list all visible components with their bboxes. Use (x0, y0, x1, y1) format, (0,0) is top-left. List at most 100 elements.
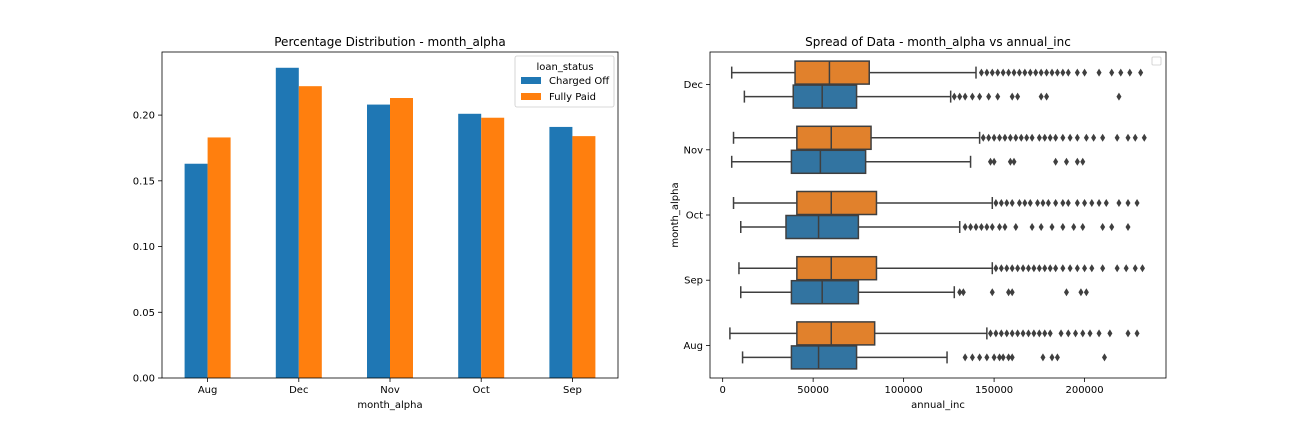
box-sep-1-outlier (989, 288, 995, 297)
box-oct-1-outlier (978, 223, 984, 231)
box-oct-0-outlier (1125, 199, 1131, 207)
box-dec-1-outlier (995, 92, 1001, 101)
box-nov-0-outlier (1036, 133, 1042, 142)
box-aug-1-outlier (969, 353, 975, 362)
box-oct-1-iqr (785, 214, 860, 240)
x-tick-label: 200000 (1065, 385, 1103, 396)
box-nov-0-outlier (1074, 133, 1080, 142)
bar-series-group (184, 67, 596, 379)
box-oct-0-outlier (998, 199, 1004, 207)
bar-charged-off-oct (458, 113, 482, 378)
y-tick-label: Oct (686, 211, 703, 222)
box-aug-0-outlier (1025, 329, 1031, 338)
box-sep-0-outlier (1009, 264, 1015, 273)
box-aug-1-outlier (977, 353, 983, 362)
box-aug-0-outlier (1134, 329, 1140, 338)
box-aug-0-outlier (1096, 329, 1102, 338)
box-dec-0-outlier (1022, 68, 1028, 77)
box-aug-0-outlier (1031, 329, 1037, 338)
bar-chart-x-label: month_alpha (357, 400, 422, 411)
box-sep-1-outlier (957, 288, 963, 297)
empty-legend-box (1151, 56, 1162, 66)
box-sep-0-outlier (1025, 264, 1031, 273)
box-aug-0-outlier (1042, 329, 1048, 338)
box-dec-1-outlier (969, 92, 975, 101)
x-tick-label: 0 (719, 385, 725, 396)
bar-chart-title: Percentage Distribution - month_alpha (274, 35, 506, 49)
box-dec-0-outlier (1127, 68, 1133, 77)
box-nov-0-iqr (796, 125, 872, 151)
box-oct-1-outlier (1071, 223, 1077, 231)
y-tick-label: 0.05 (133, 308, 155, 319)
box-dec-0-outlier (978, 68, 984, 77)
box-sep-1-outlier (1063, 288, 1069, 297)
box-nov-0-outlier (1091, 133, 1097, 142)
box-nov-0-outlier (986, 133, 992, 142)
bar-charged-off-aug (184, 163, 208, 378)
box-plot-y-label: month_alpha (670, 182, 681, 247)
box-aug-1-iqr (790, 345, 858, 370)
box-dec-0-outlier (1138, 68, 1144, 77)
box-sep-0-outlier (1114, 264, 1120, 273)
legend-label-charged-off: Charged Off (549, 76, 610, 87)
box-dec-0-outlier (1065, 68, 1071, 77)
box-plot-title: Spread of Data - month_alpha vs annual_i… (805, 35, 1071, 49)
box-aug-0-outlier (1087, 329, 1093, 338)
box-sep-0-outlier (1082, 264, 1088, 273)
box-oct-1-outlier (1013, 223, 1019, 231)
box-oct-0-iqr (796, 190, 878, 216)
box-oct-0-outlier (1082, 199, 1088, 207)
box-nov-0-outlier (1024, 133, 1030, 142)
box-sep-0-outlier (993, 264, 999, 273)
box-sep-0-outlier (1123, 264, 1129, 273)
box-dec-0-iqr (794, 60, 870, 85)
box-oct-0-outlier (1065, 199, 1071, 207)
box-sep-0-outlier (1067, 264, 1073, 273)
bar-fully-paid-dec (298, 86, 322, 378)
box-sep-1-outlier (1009, 288, 1015, 297)
box-nov-0-outlier (991, 133, 997, 142)
box-nov-0-outlier (1002, 133, 1008, 142)
box-aug-0-outlier (1065, 329, 1071, 338)
box-oct-0-outlier (1134, 199, 1140, 207)
legend-swatch-charged-off (521, 77, 541, 84)
box-oct-0-outlier (1022, 199, 1028, 207)
box-aug-0-iqr (796, 321, 876, 346)
box-sep-0-outlier (1047, 264, 1053, 273)
box-dec-1-outlier (1015, 92, 1021, 101)
box-aug-0-outlier (998, 329, 1004, 338)
bar-fully-paid-sep (572, 136, 596, 378)
y-axis-ticks: Dec Nov Oct Sep Aug (683, 80, 710, 352)
y-tick-label: Nov (683, 145, 703, 156)
box-oct-1-outlier (1038, 223, 1044, 231)
x-tick-label: 50000 (797, 385, 829, 396)
box-oct-1-outlier (1060, 223, 1066, 231)
box-oct-1-outlier (962, 223, 968, 231)
box-aug-1-outlier (997, 353, 1003, 362)
box-nov-0-outlier (1047, 133, 1053, 142)
box-dec-0-outlier (1033, 68, 1039, 77)
box-oct-0-outlier (1004, 199, 1010, 207)
box-oct-1-outlier (984, 223, 990, 231)
box-dec-0-outlier (1060, 68, 1066, 77)
box-nov-0-outlier (1013, 133, 1019, 142)
box-dec-0-outlier (1082, 68, 1088, 77)
x-axis-ticks: 0 50000 100000 150000 200000 (719, 378, 1104, 396)
box-sep-0-outlier (1015, 264, 1021, 273)
box-oct-0-outlier (1035, 199, 1041, 207)
box-sep-0-outlier (1100, 264, 1106, 273)
x-tick-label: 100000 (885, 385, 923, 396)
box-aug-0-outlier (987, 329, 993, 338)
box-aug-1-outlier (991, 353, 997, 362)
box-nov-0-outlier (1067, 133, 1073, 142)
box-nov-1-outlier (1080, 157, 1086, 166)
box-nov-1-outlier (1011, 157, 1017, 166)
box-nov-0-outlier (1060, 133, 1066, 142)
box-dec-0-outlier (1027, 68, 1033, 77)
box-oct-0-outlier (1116, 199, 1122, 207)
box-aug-0-outlier (1058, 329, 1064, 338)
box-sep-0-outlier (1139, 264, 1145, 273)
box-oct-0-outlier (1009, 199, 1015, 207)
box-oct-0-outlier (1096, 199, 1102, 207)
